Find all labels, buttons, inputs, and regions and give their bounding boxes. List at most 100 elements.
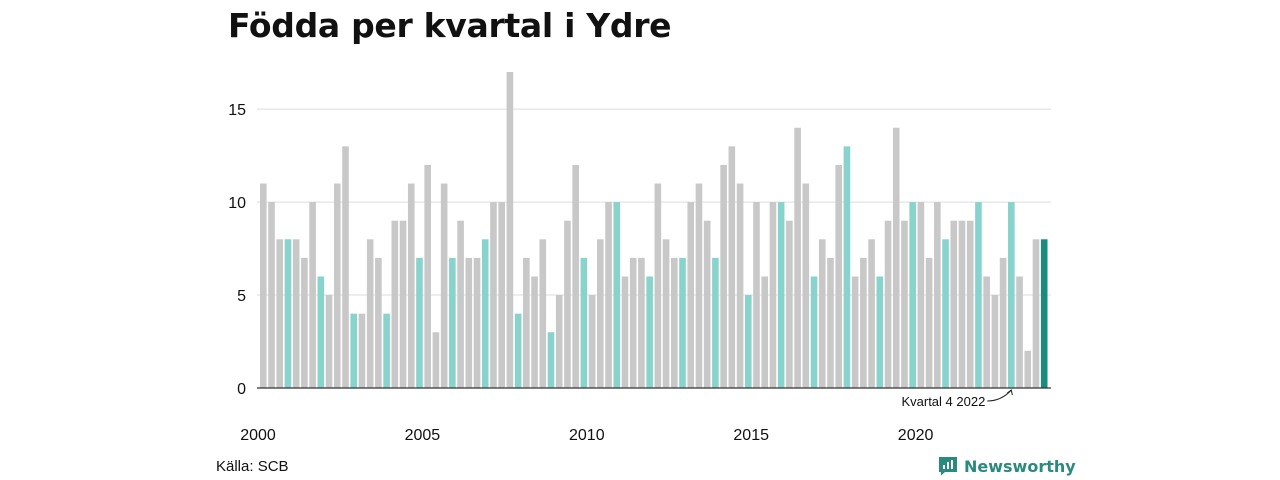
- annotation-label: Kvartal 4 2022: [901, 394, 985, 409]
- bars: [260, 72, 1048, 388]
- bar: [1032, 239, 1040, 388]
- bar: [991, 295, 999, 388]
- bar: [333, 183, 341, 388]
- annotation: Kvartal 4 2022: [901, 389, 1013, 409]
- bar: [720, 164, 727, 388]
- bar: [424, 164, 431, 388]
- bar: [523, 257, 530, 388]
- y-tick-label: 0: [237, 381, 246, 398]
- bar: [539, 239, 547, 388]
- bar: [917, 202, 925, 388]
- bar: [490, 202, 497, 388]
- bar: [818, 239, 826, 388]
- bar: [786, 220, 793, 388]
- bar: [605, 202, 612, 388]
- bar: [728, 146, 736, 388]
- bar: [465, 257, 473, 388]
- bar: [687, 202, 695, 388]
- bar: [712, 257, 719, 388]
- bar: [498, 202, 505, 388]
- bar: [597, 239, 604, 388]
- bar: [473, 257, 481, 388]
- bar: [506, 72, 514, 388]
- bar: [671, 257, 678, 388]
- bar: [564, 220, 571, 388]
- bar: [457, 220, 464, 388]
- y-tick-label: 10: [228, 195, 246, 212]
- bar: [375, 257, 382, 388]
- x-tick-label: 2010: [569, 427, 605, 444]
- newsworthy-logo-icon: [939, 457, 957, 476]
- bar: [769, 202, 777, 388]
- bar: [736, 183, 744, 388]
- bar: [580, 257, 588, 388]
- bar: [679, 257, 686, 388]
- bar: [654, 183, 662, 388]
- bar: [309, 202, 316, 388]
- bar: [383, 313, 390, 388]
- bar: [703, 220, 711, 388]
- bar: [268, 202, 275, 388]
- bar: [629, 257, 637, 388]
- bar: [325, 295, 333, 388]
- y-tick-label: 15: [228, 102, 246, 119]
- x-tick-label: 2005: [405, 427, 441, 444]
- bar: [925, 257, 933, 388]
- bar: [843, 146, 851, 388]
- source-note: Källa: SCB: [216, 458, 289, 475]
- axes: 0 5 10 15 2000 2005 2010 2015 2020: [228, 102, 1051, 444]
- bar: [284, 239, 292, 388]
- brand-name: Newsworthy: [964, 456, 1076, 476]
- bar: [851, 276, 859, 388]
- bar: [572, 164, 579, 388]
- bar: [695, 183, 703, 388]
- bar: [934, 202, 941, 388]
- bar: [950, 220, 958, 388]
- bar: [342, 146, 349, 388]
- bar: [555, 295, 563, 388]
- bar: [810, 276, 818, 388]
- bar: [358, 313, 366, 388]
- x-tick-label: 2015: [733, 427, 769, 444]
- brand-logo: Newsworthy: [938, 456, 1076, 476]
- bar: [547, 332, 555, 388]
- bar: [432, 332, 440, 388]
- bar: [892, 127, 900, 388]
- bar: [292, 239, 300, 388]
- bar: [531, 276, 538, 388]
- bar: [999, 257, 1007, 388]
- bar: [835, 164, 842, 388]
- bar: [481, 239, 489, 388]
- bar: [860, 257, 867, 388]
- bar: [449, 257, 456, 388]
- bar: [638, 257, 645, 388]
- bar: [761, 276, 769, 388]
- y-tick-label: 5: [237, 288, 246, 305]
- bar: [646, 276, 653, 388]
- bar: [588, 295, 596, 388]
- bar: [744, 295, 752, 388]
- bar: [350, 313, 358, 388]
- bar: [777, 202, 785, 388]
- bar: [621, 276, 629, 388]
- bar: [1008, 202, 1015, 388]
- bar: [1024, 350, 1032, 388]
- bar: [901, 220, 908, 388]
- bar: [942, 239, 949, 388]
- bar: [416, 257, 423, 388]
- bar: [827, 257, 834, 388]
- bar: [407, 183, 415, 388]
- bar: [440, 183, 448, 388]
- bar: [1016, 276, 1023, 388]
- bar: [391, 220, 399, 388]
- annotation-arrow: [987, 389, 1012, 402]
- bar: [958, 220, 966, 388]
- bar: [966, 220, 974, 388]
- bar: [260, 183, 267, 388]
- bar: [317, 276, 325, 388]
- annotation-arrowhead: [1007, 389, 1013, 396]
- bar: [399, 220, 407, 388]
- bar: [753, 202, 760, 388]
- x-tick-label: 2000: [240, 427, 276, 444]
- bar: [1040, 239, 1048, 388]
